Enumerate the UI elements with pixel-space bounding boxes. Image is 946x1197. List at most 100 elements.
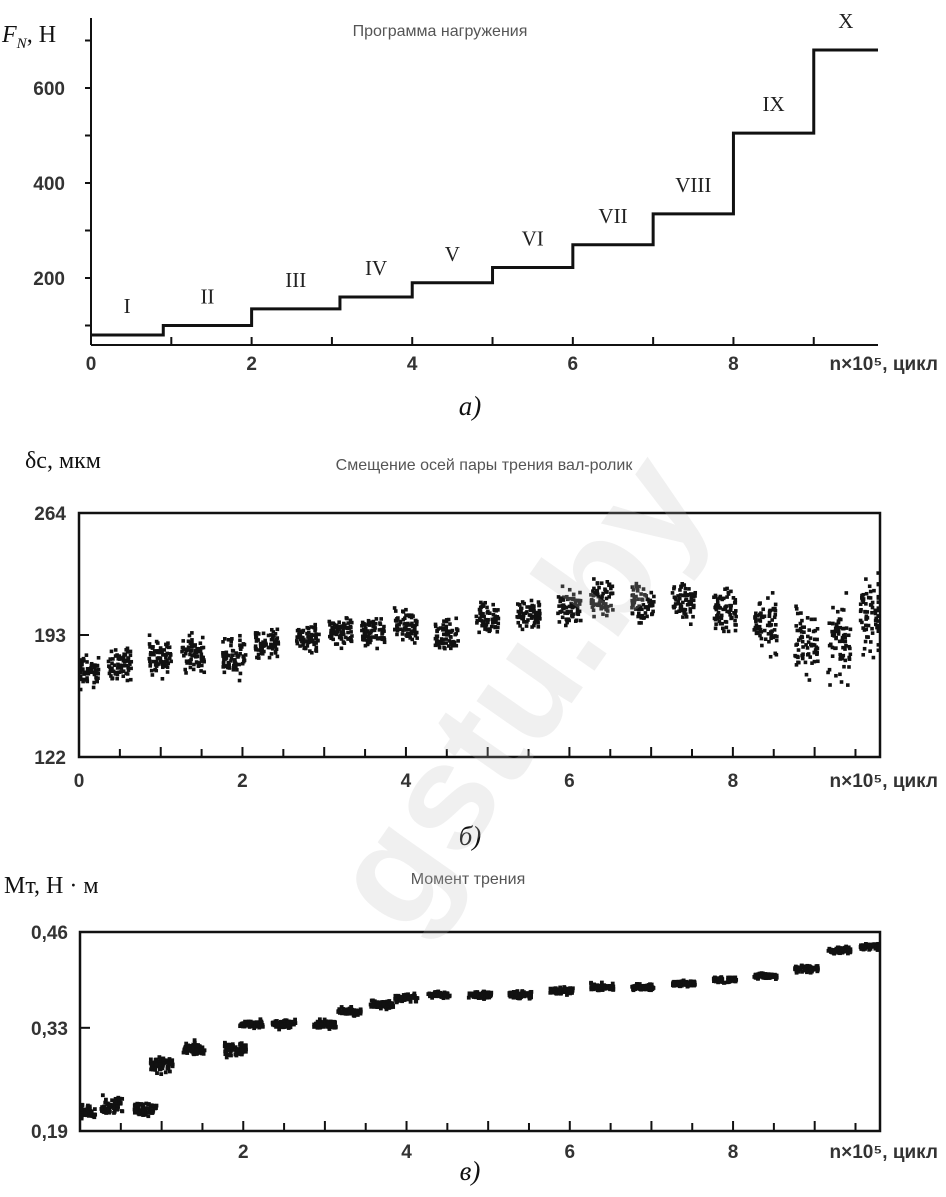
data-point-c [186, 1047, 191, 1052]
data-point-b [369, 638, 373, 643]
data-point-b [393, 609, 398, 613]
data-point-b [609, 603, 613, 608]
data-point-c [100, 1093, 105, 1098]
data-point-b [496, 616, 501, 621]
data-point-b [78, 671, 83, 675]
data-point-b [863, 609, 867, 614]
data-point-c [104, 1111, 109, 1115]
data-point-b [866, 623, 871, 628]
data-point-b [223, 637, 227, 641]
data-point-b [799, 611, 803, 615]
data-point-c [286, 1026, 291, 1030]
data-point-c [115, 1107, 120, 1112]
data-point-b [230, 653, 235, 658]
data-point-b [409, 629, 414, 633]
data-point-c [258, 1018, 263, 1023]
data-point-b [685, 602, 690, 607]
data-point-c [863, 942, 868, 946]
data-point-b [181, 648, 186, 652]
data-point-b [773, 602, 778, 607]
data-point-c [167, 1057, 172, 1061]
data-point-c [79, 1102, 84, 1107]
data-point-b [805, 646, 810, 650]
data-point-c [508, 993, 512, 998]
stage-label: IV [365, 256, 387, 280]
data-point-b [494, 615, 498, 620]
data-point-b [223, 657, 228, 661]
data-point-b [164, 652, 169, 657]
data-point-b [646, 597, 650, 602]
data-point-c [487, 995, 492, 1000]
data-point-b [81, 679, 85, 684]
data-point-c [318, 1025, 323, 1030]
data-point-b [720, 626, 725, 631]
data-point-b [864, 617, 868, 621]
data-point-b [759, 630, 764, 634]
data-point-b [194, 660, 199, 664]
data-point-c [472, 992, 477, 997]
data-point-b [718, 606, 722, 610]
data-point-c [514, 992, 518, 997]
data-point-b [369, 620, 374, 624]
data-point-b [767, 620, 772, 625]
data-point-b [307, 640, 311, 644]
data-point-c [393, 993, 398, 998]
data-point-b [752, 627, 757, 632]
data-point-b [766, 596, 770, 600]
data-point-b [275, 627, 280, 632]
data-point-b [182, 653, 186, 658]
data-point-b [126, 658, 130, 663]
data-point-b [679, 602, 683, 607]
data-point-c [445, 995, 450, 1000]
data-point-b [682, 611, 686, 615]
data-point-c [224, 1055, 229, 1060]
data-point-b [341, 630, 346, 635]
data-point-b [676, 601, 680, 606]
data-point-b [166, 661, 171, 666]
data-point-b [868, 649, 872, 653]
data-point-b [298, 632, 303, 637]
data-point-c [599, 983, 604, 988]
data-point-b [300, 630, 305, 634]
data-point-b [691, 598, 696, 603]
data-point-b [256, 648, 261, 652]
data-point-b [113, 672, 118, 676]
data-point-b [770, 618, 774, 622]
data-point-b [771, 635, 775, 640]
data-point-c [439, 994, 444, 999]
data-point-c [252, 1020, 256, 1025]
data-point-b [838, 657, 843, 661]
data-point-b [336, 624, 341, 629]
data-point-b [840, 635, 845, 640]
data-point-c [876, 946, 881, 951]
stage-label: V [445, 242, 460, 266]
data-point-b [406, 621, 410, 626]
data-point-c [649, 988, 653, 993]
data-point-b [712, 595, 716, 600]
data-point-b [601, 612, 605, 616]
data-point-c [79, 1110, 84, 1114]
data-point-b [860, 620, 864, 625]
data-point-c [113, 1096, 118, 1101]
data-point-b [753, 625, 758, 630]
y-tick-label-c: 0,33 [31, 1019, 68, 1040]
data-point-c [393, 997, 398, 1001]
data-point-b [635, 588, 640, 593]
data-point-b [537, 603, 541, 608]
data-point-b [815, 637, 819, 642]
data-point-c [511, 995, 516, 1000]
data-point-b [569, 601, 574, 606]
data-point-b [241, 642, 246, 646]
data-point-c [191, 1045, 195, 1050]
data-point-b [312, 642, 316, 647]
data-point-b [110, 676, 115, 680]
data-point-b [865, 635, 869, 639]
data-point-c [631, 988, 636, 993]
data-point-b [858, 618, 863, 623]
data-point-b [181, 639, 186, 643]
data-point-c [371, 1000, 376, 1005]
data-point-b [366, 641, 370, 646]
data-point-b [839, 680, 844, 684]
data-point-b [870, 600, 875, 605]
data-point-b [88, 666, 93, 670]
